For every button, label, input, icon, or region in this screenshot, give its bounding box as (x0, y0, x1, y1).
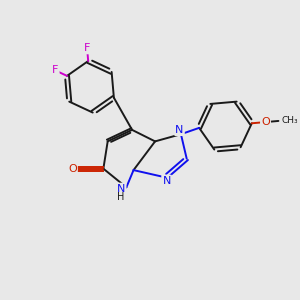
Text: O: O (261, 117, 270, 127)
Text: O: O (68, 164, 77, 174)
Text: H: H (118, 191, 125, 202)
Text: N: N (117, 184, 125, 194)
Text: F: F (52, 65, 58, 75)
Text: N: N (162, 176, 171, 186)
Text: F: F (84, 43, 90, 53)
Text: N: N (175, 125, 184, 135)
Text: CH₃: CH₃ (281, 116, 298, 125)
